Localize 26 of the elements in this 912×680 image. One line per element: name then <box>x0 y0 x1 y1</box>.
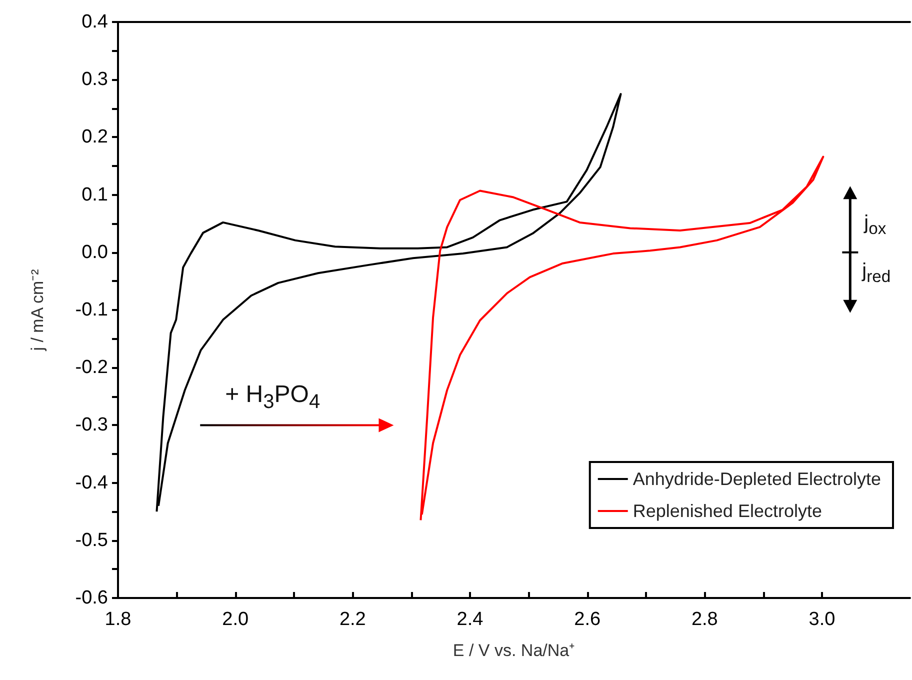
y-tick-label: -0.2 <box>75 357 108 378</box>
legend-label: Replenished Electrolyte <box>632 501 822 521</box>
y-tick-label: 0.4 <box>82 12 108 32</box>
x-tick-label: 2.0 <box>222 609 249 630</box>
y-tick-label: 0.0 <box>82 242 108 263</box>
y-tick-label: 0.3 <box>82 69 108 90</box>
y-tick-label: 0.1 <box>82 184 108 206</box>
annotation: + H$_{3}$PO$_{4}$ <box>225 381 320 414</box>
legend-label: Anhydride-Depleted Electrolyte <box>632 469 882 489</box>
annotation: j$_{ox}$ <box>864 212 886 240</box>
y-tick-label: -0.6 <box>75 588 108 608</box>
y-tick-label: -0.1 <box>75 300 108 320</box>
line-series <box>156 93 622 513</box>
x-tick-label: 2.4 <box>456 609 484 630</box>
y-tick-label: 0.2 <box>82 126 108 148</box>
y-tick-label: -0.3 <box>75 414 108 436</box>
x-tick-label: 2.6 <box>574 609 601 630</box>
x-tick-label: 3.0 <box>808 609 836 630</box>
x-tick-label: 2.8 <box>691 609 718 630</box>
x-tick-label: 1.8 <box>104 609 132 630</box>
annotation: j$_{red}$ <box>862 260 891 288</box>
x-axis-title: E / V vs. Na/Na⁺ <box>452 641 576 660</box>
x-tick-label: 2.2 <box>339 609 366 630</box>
y-tick-label: -0.4 <box>75 472 108 494</box>
y-axis-title: j / mA cm⁻² <box>28 268 47 352</box>
y-tick-label: -0.5 <box>75 530 108 551</box>
